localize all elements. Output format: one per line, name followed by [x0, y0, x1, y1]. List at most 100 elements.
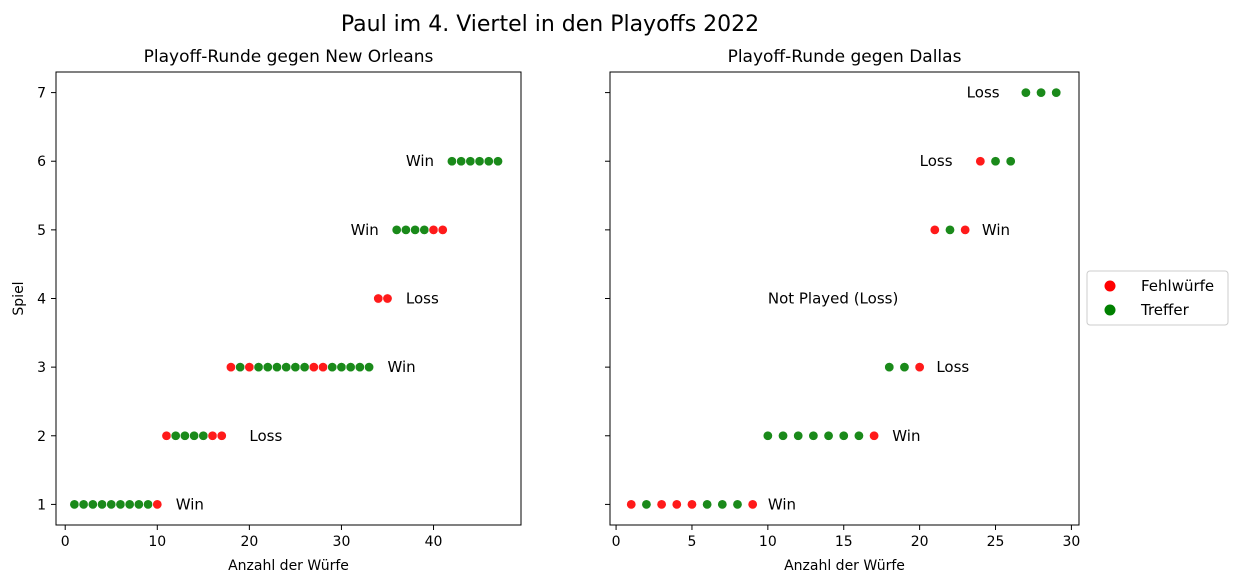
y-tick-label: 5	[37, 223, 46, 239]
x-tick-label: 30	[333, 534, 351, 550]
game-outcome-label: Win	[982, 221, 1010, 239]
game-outcome-label: Loss	[406, 290, 439, 308]
made-shot-point	[345, 362, 356, 373]
missed-shot-point	[225, 362, 236, 373]
made-shot-point	[299, 362, 310, 373]
game-outcome-label: Loss	[967, 84, 1000, 102]
made-shot-point	[235, 362, 246, 373]
y-tick-label: 3	[37, 360, 46, 376]
x-tick-label: 20	[240, 534, 258, 550]
legend-box	[1086, 270, 1229, 326]
y-tick-label: 7	[37, 86, 46, 102]
missed-shot-point	[869, 430, 880, 441]
made-shot-point	[483, 156, 494, 167]
made-shot-point	[853, 430, 864, 441]
made-shot-point	[702, 499, 713, 510]
made-shot-point	[762, 430, 773, 441]
x-tick-label: 0	[612, 534, 621, 550]
made-shot-point	[290, 362, 301, 373]
made-shot-point	[456, 156, 467, 167]
axes-frame	[609, 71, 1080, 526]
made-shot-point	[262, 362, 273, 373]
missed-shot-point	[914, 362, 925, 373]
made-shot-point	[990, 156, 1001, 167]
y-tick-label: 6	[37, 154, 46, 170]
legend-marker-make	[1104, 304, 1116, 316]
missed-shot-point	[626, 499, 637, 510]
made-shot-point	[641, 499, 652, 510]
game-outcome-label: Win	[176, 495, 204, 513]
made-shot-point	[281, 362, 292, 373]
made-shot-point	[327, 362, 338, 373]
made-shot-point	[1005, 156, 1016, 167]
game-outcome-label: Win	[351, 221, 379, 239]
made-shot-point	[106, 499, 117, 510]
made-shot-point	[465, 156, 476, 167]
made-shot-point	[69, 499, 80, 510]
x-tick-label: 25	[987, 534, 1005, 550]
made-shot-point	[124, 499, 135, 510]
made-shot-point	[336, 362, 347, 373]
y-tick-label: 1	[37, 497, 46, 513]
missed-shot-point	[437, 224, 448, 235]
y-tick-label: 4	[37, 292, 46, 308]
y-tick-label: 2	[37, 429, 46, 445]
game-outcome-label: Win	[768, 495, 796, 513]
made-shot-point	[170, 430, 181, 441]
made-shot-point	[732, 499, 743, 510]
made-shot-point	[271, 362, 282, 373]
made-shot-point	[115, 499, 126, 510]
game-outcome-label: Win	[892, 427, 920, 445]
missed-shot-point	[960, 224, 971, 235]
made-shot-point	[364, 362, 375, 373]
missed-shot-point	[216, 430, 227, 441]
panel-1: Playoff-Runde gegen New Orleans 0 10 20 30 40…	[11, 47, 522, 574]
missed-shot-point	[975, 156, 986, 167]
missed-shot-point	[318, 362, 329, 373]
x-tick-label: 0	[61, 534, 70, 550]
missed-shot-point	[373, 293, 384, 304]
x-tick-label: 30	[1062, 534, 1080, 550]
x-axis-label: Anzahl der Würfe	[228, 558, 349, 574]
made-shot-point	[1036, 87, 1047, 98]
missed-shot-point	[428, 224, 439, 235]
made-shot-point	[354, 362, 365, 373]
x-tick-label: 10	[148, 534, 166, 550]
made-shot-point	[823, 430, 834, 441]
made-shot-point	[143, 499, 154, 510]
made-shot-point	[492, 156, 503, 167]
missed-shot-point	[152, 499, 163, 510]
missed-shot-point	[671, 499, 682, 510]
game-outcome-label: Win	[387, 358, 415, 376]
x-tick-label: 10	[759, 534, 777, 550]
made-shot-point	[133, 499, 144, 510]
made-shot-point	[97, 499, 108, 510]
missed-shot-point	[686, 499, 697, 510]
made-shot-point	[198, 430, 209, 441]
missed-shot-point	[747, 499, 758, 510]
x-tick-label: 40	[425, 534, 443, 550]
missed-shot-point	[244, 362, 255, 373]
made-shot-point	[717, 499, 728, 510]
axes-frame	[55, 71, 522, 526]
missed-shot-point	[207, 430, 218, 441]
made-shot-point	[838, 430, 849, 441]
panel-2: Playoff-Runde gegen Dallas 0 5 10 15 20 25 30 An…	[605, 47, 1080, 574]
y-axis-label: Spiel	[11, 281, 27, 315]
made-shot-point	[808, 430, 819, 441]
game-outcome-label: Not Played (Loss)	[768, 290, 898, 308]
legend: Fehlwürfe Treffer	[1086, 270, 1229, 326]
figure-title: Paul im 4. Viertel in den Playoffs 2022	[341, 12, 759, 37]
panel-title: Playoff-Runde gegen New Orleans	[144, 47, 434, 67]
legend-label-miss: Fehlwürfe	[1141, 277, 1214, 295]
game-outcome-label: Loss	[249, 427, 282, 445]
made-shot-point	[944, 224, 955, 235]
made-shot-point	[446, 156, 457, 167]
x-tick-label: 5	[688, 534, 697, 550]
missed-shot-point	[656, 499, 667, 510]
made-shot-point	[78, 499, 89, 510]
missed-shot-point	[161, 430, 172, 441]
x-axis-label: Anzahl der Würfe	[784, 558, 905, 574]
made-shot-point	[793, 430, 804, 441]
